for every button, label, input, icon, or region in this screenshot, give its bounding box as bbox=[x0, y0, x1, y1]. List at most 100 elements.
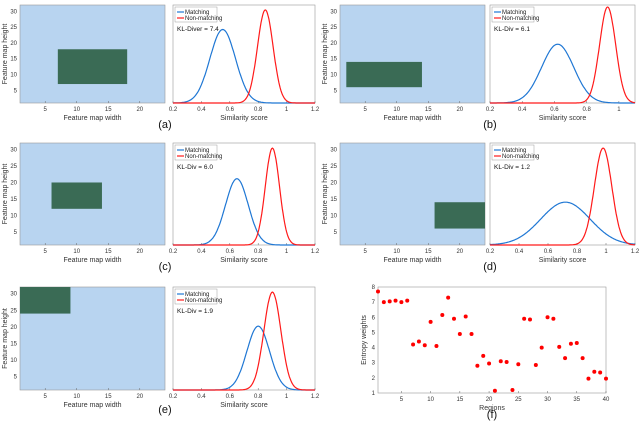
y-tick-label: 15 bbox=[10, 57, 17, 63]
series-matching bbox=[490, 43, 635, 104]
data-point bbox=[387, 299, 392, 304]
data-point bbox=[393, 298, 398, 303]
y-tick-label: 25 bbox=[10, 25, 17, 31]
y-tick-label: 7 bbox=[372, 300, 376, 306]
legend-box bbox=[491, 144, 535, 161]
x-tick-label: 10 bbox=[393, 107, 400, 113]
data-point bbox=[528, 317, 532, 322]
data-point bbox=[533, 362, 538, 367]
panel-6: 5 10 15 20 5 10 15 20 25 30 Feature map width Featu… bbox=[322, 142, 486, 264]
x-tick-label: 5 bbox=[44, 249, 48, 255]
y-tick-label: 5 bbox=[14, 230, 18, 236]
x-tick-label: 15 bbox=[457, 397, 464, 403]
legend-entry: Non-matching bbox=[185, 16, 222, 22]
y-tick-label: 3 bbox=[372, 361, 376, 367]
data-point bbox=[563, 356, 568, 361]
data-point bbox=[580, 356, 585, 361]
data-point bbox=[481, 353, 486, 358]
x-tick-label: 15 bbox=[105, 107, 112, 113]
x-axis-label: Similarity score bbox=[539, 115, 587, 122]
data-point bbox=[405, 298, 410, 303]
x-tick-label: 0.6 bbox=[550, 107, 559, 113]
x-tick-label: 0.4 bbox=[197, 394, 206, 400]
y-tick-label: 25 bbox=[10, 308, 17, 314]
data-point bbox=[422, 343, 427, 348]
x-tick-label: 20 bbox=[456, 249, 463, 255]
y-tick-label: 15 bbox=[330, 57, 337, 63]
y-tick-label: 2 bbox=[372, 376, 376, 382]
x-tick-label: 15 bbox=[425, 107, 432, 113]
y-axis-label: Feature map height bbox=[2, 308, 9, 369]
x-axis-label: Similarity score bbox=[220, 402, 268, 409]
y-tick-label: 1 bbox=[372, 391, 376, 397]
x-tick-label: 1.2 bbox=[631, 249, 640, 255]
panel-label: (a) bbox=[158, 119, 171, 131]
y-axis-label: Feature map height bbox=[2, 24, 9, 85]
y-tick-label: 5 bbox=[372, 330, 376, 336]
data-point bbox=[498, 359, 503, 364]
data-point bbox=[604, 376, 608, 381]
y-tick-label: 30 bbox=[10, 292, 17, 298]
y-axis-label: Feature map height bbox=[322, 24, 329, 85]
x-tick-label: 1 bbox=[617, 107, 621, 113]
y-axis-label: Feature map height bbox=[2, 164, 9, 225]
panel-label: (f) bbox=[487, 409, 497, 421]
panel-label: (d) bbox=[483, 261, 496, 273]
data-point bbox=[516, 362, 521, 367]
feature-map-background bbox=[339, 142, 486, 246]
y-tick-label: 30 bbox=[330, 9, 337, 15]
y-tick-label: 20 bbox=[10, 325, 17, 331]
x-tick-label: 1 bbox=[604, 249, 608, 255]
x-axis-label: Feature map width bbox=[384, 257, 442, 264]
y-tick-label: 5 bbox=[334, 88, 338, 94]
x-tick-label: 20 bbox=[136, 249, 143, 255]
x-tick-label: 30 bbox=[544, 397, 551, 403]
data-point bbox=[475, 363, 480, 368]
x-tick-label: 20 bbox=[486, 397, 493, 403]
x-tick-label: 20 bbox=[136, 394, 143, 400]
legend-entry: Non-matching bbox=[502, 16, 539, 22]
y-tick-label: 15 bbox=[330, 197, 337, 203]
selected-region bbox=[20, 287, 71, 314]
y-tick-label: 15 bbox=[10, 197, 17, 203]
series-matching bbox=[490, 201, 636, 246]
data-point bbox=[457, 331, 462, 336]
y-tick-label: 25 bbox=[330, 25, 337, 31]
x-tick-label: 10 bbox=[73, 107, 80, 113]
data-point bbox=[446, 295, 451, 300]
data-point bbox=[598, 370, 603, 375]
legend-box bbox=[174, 6, 218, 23]
selected-region bbox=[51, 182, 102, 209]
x-tick-label: 5 bbox=[364, 107, 368, 113]
data-point bbox=[574, 341, 579, 346]
data-point bbox=[568, 341, 573, 346]
x-tick-label: 0.2 bbox=[169, 107, 178, 113]
y-tick-label: 20 bbox=[330, 180, 337, 186]
selected-region bbox=[346, 61, 422, 88]
data-point bbox=[381, 300, 386, 305]
legend-entry: Matching bbox=[185, 10, 209, 16]
y-tick-label: 8 bbox=[372, 285, 376, 291]
x-tick-label: 1 bbox=[285, 394, 289, 400]
legend-box bbox=[174, 288, 218, 305]
y-tick-label: 5 bbox=[14, 88, 18, 94]
panel-0: 5 10 15 20 5 10 15 20 25 30 Feature map width Featu… bbox=[2, 4, 166, 122]
panel-9: 0.2 0.4 0.6 0.8 1 1.2 Similarity score Matching… bbox=[169, 286, 320, 409]
plot-area bbox=[377, 286, 607, 394]
x-tick-label: 5 bbox=[44, 394, 48, 400]
data-point bbox=[376, 289, 380, 294]
y-tick-label: 10 bbox=[10, 213, 17, 219]
kl-divergence-annotation: KL-Div = 6.0 bbox=[177, 164, 213, 171]
y-axis-label: Feature map height bbox=[322, 164, 329, 225]
x-tick-label: 25 bbox=[515, 397, 522, 403]
kl-divergence-annotation: KL-Div = 6.1 bbox=[494, 26, 530, 33]
series-non-matching bbox=[173, 9, 315, 104]
x-tick-label: 0.2 bbox=[486, 249, 495, 255]
data-point bbox=[545, 315, 550, 320]
x-tick-label: 0.6 bbox=[544, 249, 553, 255]
x-axis-label: Regions bbox=[479, 405, 505, 412]
selected-region bbox=[434, 202, 485, 229]
